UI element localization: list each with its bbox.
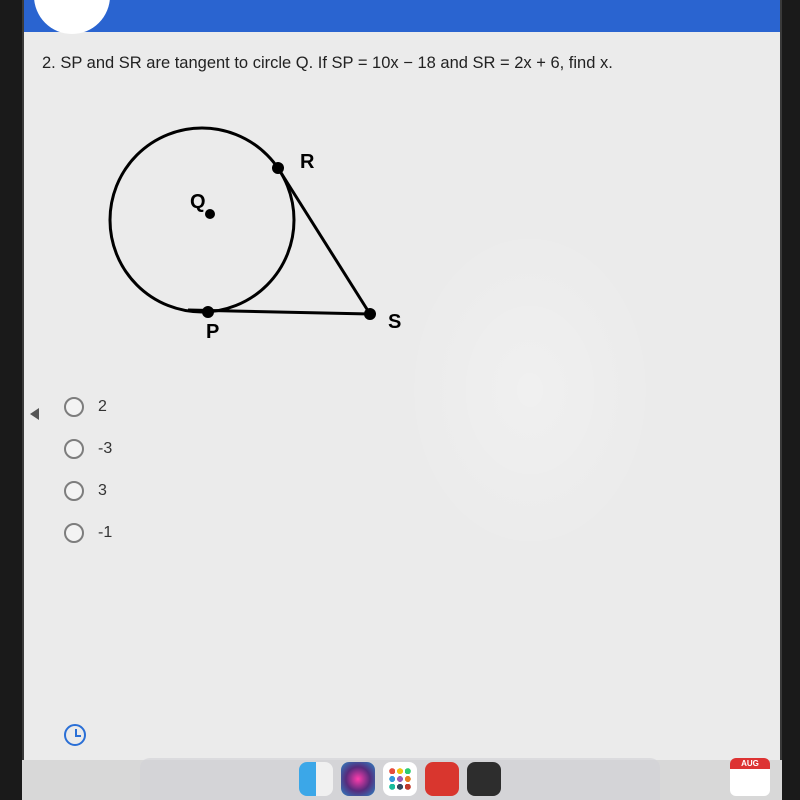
- option-label: -3: [98, 440, 112, 458]
- point-dot-s: [364, 308, 376, 320]
- question-content: 2. SP and SR are tangent to circle Q. If…: [24, 32, 780, 575]
- topbar-avatar-circle: [34, 0, 110, 34]
- nav-back-arrow-icon[interactable]: [30, 408, 39, 420]
- radio-icon[interactable]: [64, 439, 84, 459]
- option-row[interactable]: 3: [64, 481, 762, 501]
- app-window: 2. SP and SR are tangent to circle Q. If…: [22, 0, 782, 760]
- tangent-line-ps: [188, 310, 370, 314]
- device-bezel-right: [782, 0, 800, 800]
- macos-dock: [140, 758, 660, 800]
- history-clock-icon[interactable]: [64, 724, 86, 746]
- dock-app-icon[interactable]: [467, 762, 501, 796]
- option-row[interactable]: -3: [64, 439, 762, 459]
- label-s: S: [388, 311, 401, 333]
- radio-icon[interactable]: [64, 481, 84, 501]
- calendar-day: [730, 769, 770, 771]
- diagram-svg: Q R P S: [82, 102, 422, 352]
- center-dot-q: [205, 209, 215, 219]
- dock-siri-icon[interactable]: [341, 762, 375, 796]
- option-label: 3: [98, 482, 107, 500]
- option-row[interactable]: -1: [64, 523, 762, 543]
- dock-finder-icon[interactable]: [299, 762, 333, 796]
- radio-icon[interactable]: [64, 523, 84, 543]
- radio-icon[interactable]: [64, 397, 84, 417]
- circle-q: [110, 128, 294, 312]
- app-topbar: [24, 0, 780, 32]
- calendar-month: AUG: [730, 758, 770, 769]
- option-row[interactable]: 2: [64, 397, 762, 417]
- point-dot-p: [202, 306, 214, 318]
- option-label: 2: [98, 398, 107, 416]
- label-p: P: [206, 321, 219, 343]
- label-r: R: [300, 151, 315, 173]
- device-bezel-left: [0, 0, 22, 800]
- dock-launchpad-icon[interactable]: [383, 762, 417, 796]
- dock-app-icon[interactable]: [425, 762, 459, 796]
- point-dot-r: [272, 162, 284, 174]
- geometry-diagram: Q R P S: [82, 102, 762, 357]
- answer-options: 2 -3 3 -1: [64, 397, 762, 543]
- option-label: -1: [98, 524, 112, 542]
- dock-calendar-icon[interactable]: AUG: [730, 758, 770, 796]
- question-body: SP and SR are tangent to circle Q. If SP…: [60, 54, 612, 72]
- question-text: 2. SP and SR are tangent to circle Q. If…: [42, 52, 762, 74]
- label-q: Q: [190, 191, 206, 213]
- question-number: 2.: [42, 54, 56, 72]
